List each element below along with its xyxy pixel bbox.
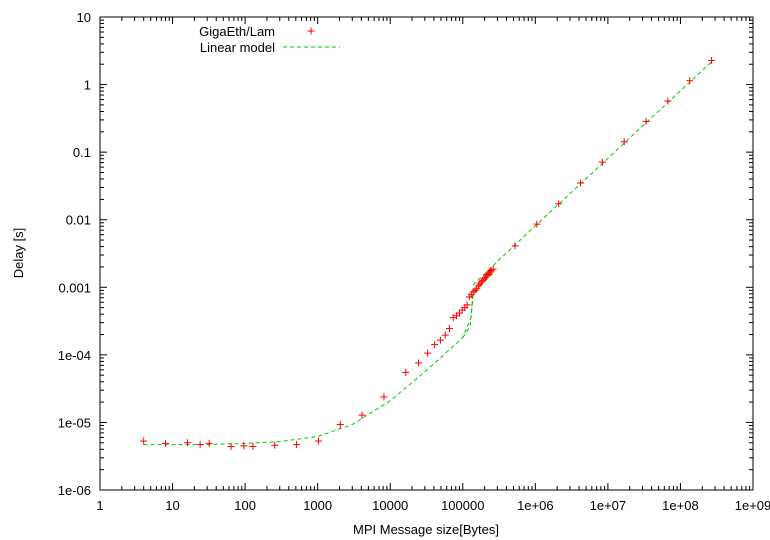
- y-tick-label: 10: [77, 10, 91, 25]
- data-point: [445, 325, 453, 333]
- data-point: [708, 57, 716, 65]
- legend-label-gigaeth: GigaEth/Lam: [199, 24, 275, 39]
- x-tick-label: 1000: [303, 498, 332, 513]
- y-tick-label: 0.001: [58, 280, 91, 295]
- data-point: [240, 442, 248, 450]
- data-point: [140, 437, 148, 445]
- data-point: [555, 200, 563, 208]
- y-axis-ticks: 1e-06 1e-05 1e-04 0.001 0.01 0.1 1 10: [58, 10, 753, 498]
- legend-label-linear-model: Linear model: [200, 40, 275, 55]
- data-point: [431, 341, 439, 349]
- data-point: [511, 242, 519, 250]
- data-point: [463, 301, 471, 309]
- x-tick-label: 100: [234, 498, 256, 513]
- data-point: [686, 77, 694, 85]
- plot-frame: [99, 16, 754, 491]
- data-point: [162, 439, 170, 447]
- linear-model-lines: [143, 61, 712, 446]
- data-point: [402, 368, 410, 376]
- data-point: [415, 359, 423, 367]
- data-point: [664, 97, 672, 105]
- x-axis-label: MPI Message size[Bytes]: [353, 522, 499, 537]
- data-point: [473, 285, 481, 293]
- x-tick-label: 1e+06: [517, 498, 554, 513]
- data-point: [358, 411, 366, 419]
- data-point: [642, 117, 650, 125]
- data-point: [489, 265, 497, 273]
- data-point: [471, 286, 479, 294]
- data-point: [620, 138, 628, 146]
- legend: GigaEth/Lam Linear model: [199, 24, 340, 55]
- legend-marker-plus: [307, 27, 315, 35]
- data-point: [293, 441, 301, 449]
- data-points: [140, 57, 716, 451]
- x-tick-label: 10: [165, 498, 179, 513]
- data-point: [469, 288, 477, 296]
- linear-model-line-1: [143, 61, 712, 446]
- y-tick-label: 1e-06: [58, 483, 91, 498]
- data-point: [205, 439, 213, 447]
- data-point: [271, 441, 279, 449]
- x-tick-label: 1e+09: [735, 498, 770, 513]
- data-point: [183, 439, 191, 447]
- data-point: [249, 443, 257, 451]
- x-tick-label: 1: [96, 498, 103, 513]
- data-point: [314, 437, 322, 445]
- y-axis-label: Delay [s]: [11, 228, 26, 279]
- x-tick-label: 1e+08: [662, 498, 699, 513]
- data-point: [196, 441, 204, 449]
- data-point: [380, 393, 388, 401]
- data-point: [598, 158, 606, 166]
- data-point: [441, 331, 449, 339]
- x-tick-label: 10000: [372, 498, 408, 513]
- x-tick-label: 1e+07: [590, 498, 627, 513]
- linear-model-line-2: [462, 273, 494, 338]
- data-point: [436, 336, 444, 344]
- y-tick-label: 1: [84, 78, 91, 93]
- data-point: [227, 443, 235, 451]
- y-tick-label: 1e-05: [58, 415, 91, 430]
- data-point: [424, 349, 432, 357]
- y-tick-label: 0.1: [73, 145, 91, 160]
- data-point: [577, 179, 585, 187]
- x-tick-label: 100000: [441, 498, 484, 513]
- x-axis-ticks: 1 10 100 1000 10000 100000 1e+06 1e+07 1e+08 1e+0…: [96, 17, 770, 513]
- data-point: [533, 220, 541, 228]
- data-point: [336, 421, 344, 429]
- y-tick-label: 0.01: [66, 213, 91, 228]
- y-tick-label: 1e-04: [58, 348, 91, 363]
